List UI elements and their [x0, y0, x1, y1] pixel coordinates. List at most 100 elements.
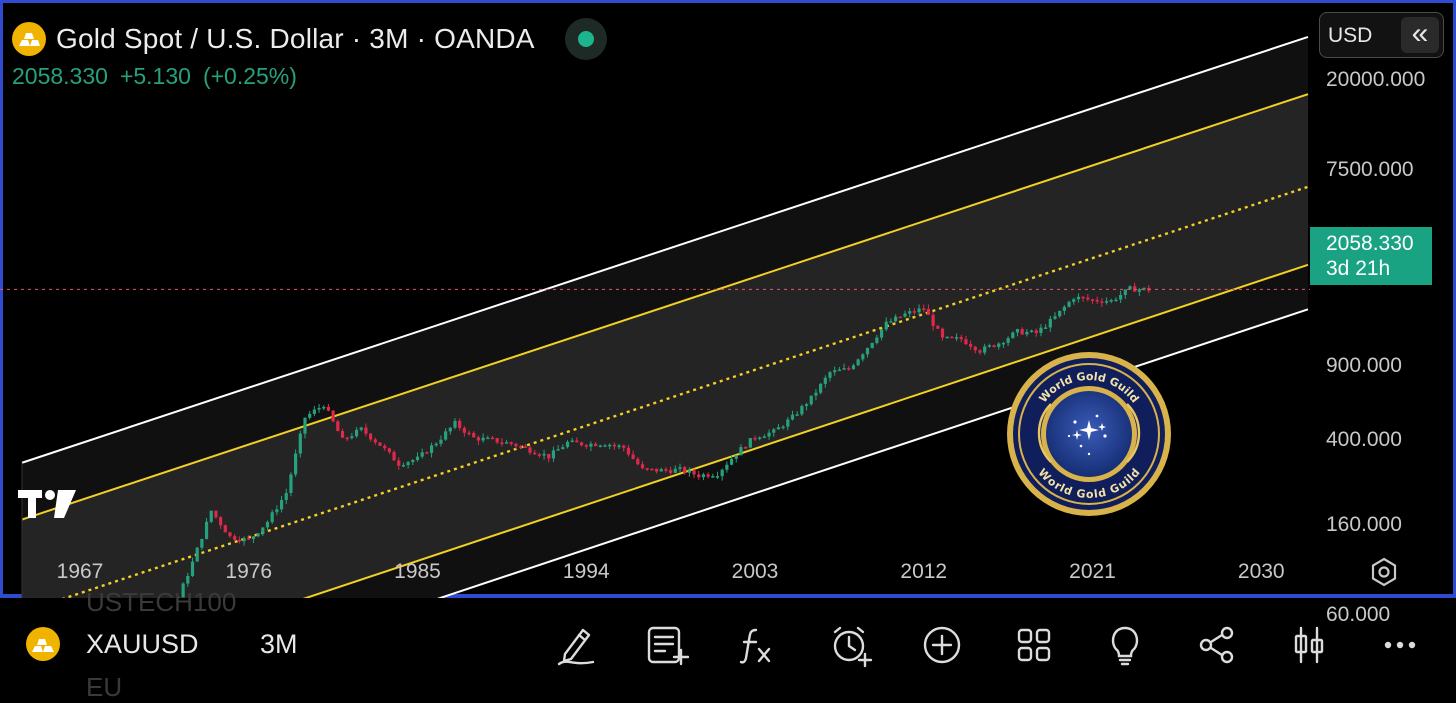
- layouts-icon[interactable]: [1011, 622, 1057, 668]
- candle: [561, 444, 565, 450]
- candle: [298, 430, 302, 458]
- candle: [837, 366, 841, 372]
- candle: [575, 437, 579, 443]
- candle: [472, 431, 476, 438]
- candle: [1053, 312, 1057, 320]
- candle: [223, 524, 227, 533]
- candle: [729, 455, 734, 466]
- candle: [762, 434, 766, 438]
- gold-bars-icon[interactable]: [26, 627, 60, 666]
- candle: [715, 471, 720, 480]
- channel-midline[interactable]: [22, 185, 1309, 598]
- candle: [636, 457, 640, 466]
- channel-inner-upper-line[interactable]: [21, 93, 1309, 521]
- candle: [383, 443, 387, 451]
- candle: [734, 455, 738, 463]
- candle: [870, 342, 874, 349]
- quote-line: 2058.330 +5.130 (+0.25%): [12, 63, 297, 90]
- candle: [448, 427, 452, 435]
- toolbar-timeframe[interactable]: 3M: [260, 629, 298, 659]
- candle: [1090, 298, 1095, 304]
- candle: [565, 440, 570, 449]
- candle: [739, 444, 743, 456]
- candle: [748, 437, 752, 448]
- candle: [753, 435, 757, 441]
- gold-bars-icon[interactable]: [12, 22, 46, 56]
- candle: [317, 403, 321, 413]
- candle: [589, 441, 593, 452]
- candle: [415, 452, 420, 462]
- currency-label: USD: [1328, 24, 1373, 47]
- tradingview-logo-icon[interactable]: [18, 487, 78, 526]
- candle: [842, 363, 846, 371]
- candle: [486, 435, 490, 440]
- symbol-title[interactable]: Gold Spot / U.S. Dollar · 3M · OANDA: [56, 23, 535, 54]
- candle: [195, 546, 199, 562]
- channel-outer-upper-line[interactable]: [21, 35, 1309, 464]
- candle: [1086, 294, 1090, 302]
- chart-settings-icon[interactable]: [1368, 556, 1400, 593]
- market-status-indicator[interactable]: [564, 18, 607, 60]
- candle: [608, 443, 612, 450]
- candle: [294, 449, 298, 477]
- candle: [879, 328, 884, 341]
- candle: [453, 418, 457, 430]
- candle: [1081, 296, 1085, 302]
- draw-icon[interactable]: [553, 622, 599, 668]
- candle: [1001, 341, 1006, 348]
- candle: [434, 442, 438, 447]
- candle: [1095, 296, 1099, 304]
- price-tag: 2058.330 3d 21h: [1310, 227, 1432, 285]
- candle: [359, 426, 363, 432]
- price-change-percent: (+0.25%): [202, 63, 297, 89]
- candle: [514, 442, 518, 449]
- candle: [678, 463, 682, 474]
- candle: [861, 353, 865, 362]
- candle: [828, 370, 832, 382]
- candle: [931, 311, 935, 331]
- chart-type-icon[interactable]: [1286, 622, 1332, 668]
- more-icon[interactable]: [1377, 622, 1423, 668]
- indicators-fx-icon[interactable]: [734, 622, 780, 668]
- candle: [659, 467, 663, 472]
- candle: [894, 314, 898, 323]
- currency-button[interactable]: USD «: [1319, 12, 1444, 58]
- candle: [987, 343, 991, 348]
- add-note-icon[interactable]: [643, 622, 689, 668]
- price-chart[interactable]: [0, 0, 1456, 598]
- channel-inner-fill: [22, 94, 1308, 598]
- candle: [350, 432, 354, 440]
- ideas-bulb-icon[interactable]: [1102, 622, 1148, 668]
- candle: [612, 442, 616, 450]
- price-tag-countdown: 3d 21h: [1326, 257, 1391, 280]
- double-chevron-left-icon[interactable]: «: [1401, 17, 1439, 53]
- candle: [744, 446, 748, 449]
- add-icon[interactable]: [919, 622, 965, 668]
- chart-frame[interactable]: [0, 0, 1456, 598]
- candle: [200, 538, 204, 551]
- price-axis-label: 400.000: [1326, 428, 1402, 452]
- candle: [1034, 328, 1038, 337]
- candle: [1015, 328, 1020, 337]
- candle: [186, 572, 190, 587]
- candle: [823, 375, 827, 388]
- share-icon[interactable]: [1194, 622, 1240, 668]
- candle: [940, 327, 945, 341]
- candle: [776, 424, 781, 430]
- candle: [795, 411, 799, 417]
- price-axis-label: 900.000: [1326, 353, 1402, 377]
- candle: [1025, 329, 1029, 337]
- candle: [228, 531, 232, 539]
- candle: [926, 304, 931, 315]
- candle: [584, 444, 588, 449]
- candle: [284, 488, 288, 505]
- candle: [1104, 297, 1109, 305]
- candle: [697, 470, 701, 480]
- candle: [622, 444, 626, 452]
- candle: [908, 307, 912, 318]
- alert-icon[interactable]: [827, 622, 873, 668]
- toolbar-symbol[interactable]: XAUUSD: [86, 629, 199, 659]
- candle: [411, 458, 415, 465]
- time-axis-label: 1985: [394, 560, 441, 583]
- channel-inner-lower-line[interactable]: [22, 263, 1309, 598]
